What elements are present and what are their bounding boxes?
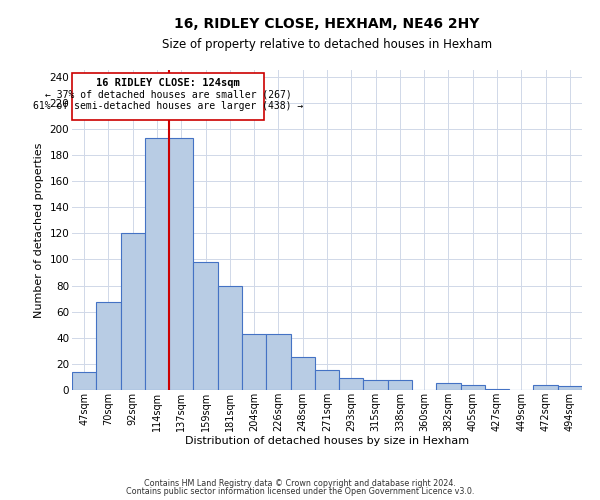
X-axis label: Distribution of detached houses by size in Hexham: Distribution of detached houses by size … bbox=[185, 436, 469, 446]
Bar bbox=[533, 385, 558, 390]
Bar bbox=[242, 334, 266, 390]
Bar bbox=[461, 385, 485, 390]
Bar bbox=[121, 234, 145, 390]
Bar bbox=[266, 334, 290, 390]
Bar bbox=[193, 262, 218, 390]
Text: 16 RIDLEY CLOSE: 124sqm: 16 RIDLEY CLOSE: 124sqm bbox=[96, 78, 240, 88]
Bar bbox=[436, 384, 461, 390]
Bar bbox=[96, 302, 121, 390]
Text: 61% of semi-detached houses are larger (438) →: 61% of semi-detached houses are larger (… bbox=[33, 102, 303, 112]
Bar bbox=[218, 286, 242, 390]
Text: Contains public sector information licensed under the Open Government Licence v3: Contains public sector information licen… bbox=[126, 487, 474, 496]
Bar bbox=[485, 388, 509, 390]
Bar bbox=[72, 372, 96, 390]
Bar bbox=[145, 138, 169, 390]
Bar bbox=[364, 380, 388, 390]
Text: 16, RIDLEY CLOSE, HEXHAM, NE46 2HY: 16, RIDLEY CLOSE, HEXHAM, NE46 2HY bbox=[175, 18, 479, 32]
Bar bbox=[388, 380, 412, 390]
Bar bbox=[558, 386, 582, 390]
Y-axis label: Number of detached properties: Number of detached properties bbox=[34, 142, 44, 318]
Text: Contains HM Land Registry data © Crown copyright and database right 2024.: Contains HM Land Registry data © Crown c… bbox=[144, 478, 456, 488]
Bar bbox=[169, 138, 193, 390]
Bar bbox=[290, 358, 315, 390]
Bar bbox=[315, 370, 339, 390]
Text: Size of property relative to detached houses in Hexham: Size of property relative to detached ho… bbox=[162, 38, 492, 51]
Text: ← 37% of detached houses are smaller (267): ← 37% of detached houses are smaller (26… bbox=[45, 90, 292, 100]
Bar bbox=[73, 72, 264, 120]
Bar bbox=[339, 378, 364, 390]
